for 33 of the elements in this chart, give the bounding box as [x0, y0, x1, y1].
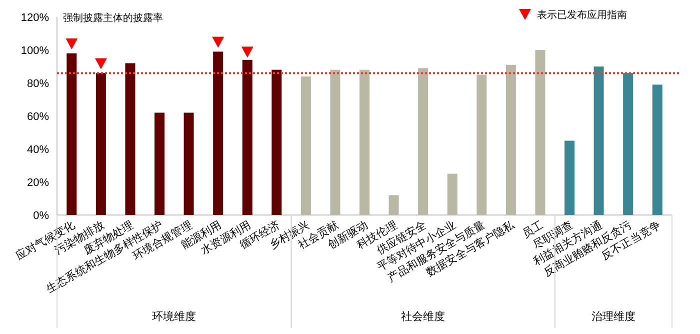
chart-title: 强制披露主体的披露率: [63, 12, 163, 24]
bar: [418, 68, 428, 215]
bar: [96, 73, 106, 215]
y-tick-label: 120%: [20, 12, 50, 24]
bar: [476, 74, 487, 215]
bar: [66, 53, 77, 215]
bar: [242, 60, 252, 215]
bar: [535, 50, 546, 215]
bar: [360, 70, 370, 215]
bar: [447, 174, 458, 215]
y-tick-label: 0%: [33, 210, 50, 222]
bar: [388, 195, 399, 215]
y-tick-label: 80%: [26, 78, 50, 90]
bar: [125, 63, 136, 215]
y-tick-label: 100%: [20, 45, 50, 57]
bar: [184, 112, 194, 215]
text: 治理维度: [591, 310, 636, 323]
legend-label: 表示已发布应用指南: [537, 9, 627, 21]
y-tick-label: 60%: [26, 111, 50, 123]
text: 环境维度: [152, 310, 196, 323]
bar: [213, 52, 224, 215]
bar: [154, 112, 164, 215]
bar: [564, 140, 574, 215]
bar: [652, 84, 662, 215]
bar: [623, 73, 634, 215]
y-tick-label: 40%: [26, 144, 50, 156]
y-tick-label: 20%: [26, 177, 50, 189]
bar: [272, 70, 282, 215]
bar: [594, 66, 604, 215]
bar: [506, 64, 516, 215]
text: 社会维度: [401, 310, 446, 323]
bar: [330, 70, 340, 215]
bar: [300, 76, 311, 215]
